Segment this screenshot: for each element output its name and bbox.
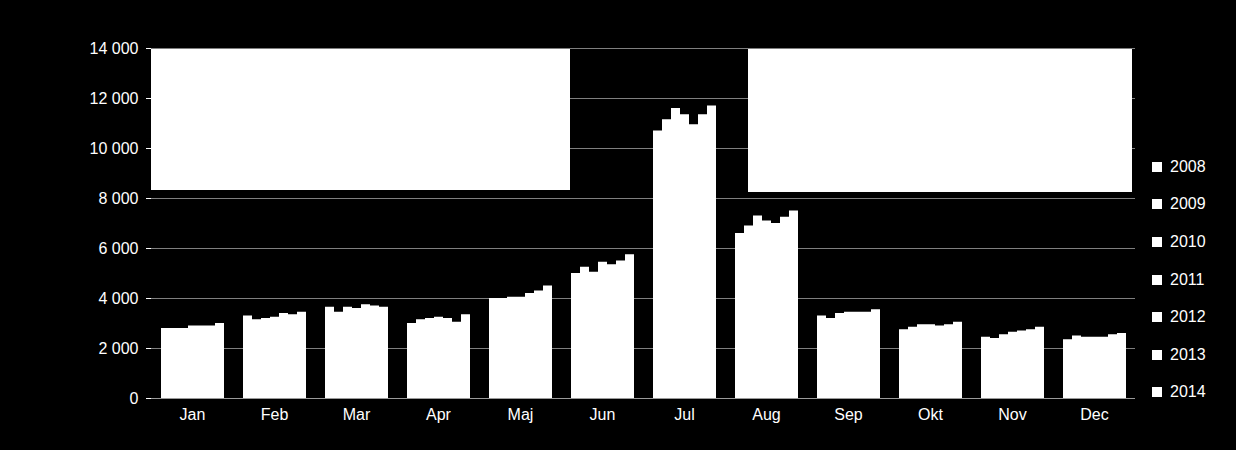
html-text:2008: 2008 xyxy=(1170,157,1206,175)
svg-text:Maj: Maj xyxy=(508,406,534,423)
svg-text:Jan: Jan xyxy=(180,406,206,423)
html-text:2013: 2013 xyxy=(1170,345,1206,363)
svg-text:Feb: Feb xyxy=(261,406,289,423)
svg-text:Apr: Apr xyxy=(426,406,452,423)
svg-text:Okt: Okt xyxy=(918,406,943,423)
svg-text:6 000: 6 000 xyxy=(98,240,138,257)
html-text:2010: 2010 xyxy=(1170,233,1206,250)
svg-text:Sep: Sep xyxy=(834,406,863,423)
svg-text:Aug: Aug xyxy=(752,406,780,423)
html-text:2014: 2014 xyxy=(1170,383,1206,401)
html-text:2009: 2009 xyxy=(1170,195,1206,213)
svg-text:Jul: Jul xyxy=(674,406,694,423)
svg-text:Dec: Dec xyxy=(1080,406,1108,423)
html-text:2012: 2012 xyxy=(1170,308,1206,326)
svg-text:0: 0 xyxy=(130,390,139,407)
svg-text:Nov: Nov xyxy=(998,406,1026,423)
svg-text:2 000: 2 000 xyxy=(98,340,138,357)
svg-text:Mar: Mar xyxy=(343,406,371,423)
svg-text:8 000: 8 000 xyxy=(98,190,138,207)
svg-text:14 000: 14 000 xyxy=(90,40,139,57)
svg-text:4 000: 4 000 xyxy=(98,290,138,307)
svg-text:10 000: 10 000 xyxy=(90,140,139,157)
html-text:2011: 2011 xyxy=(1170,270,1205,288)
svg-text:12 000: 12 000 xyxy=(90,90,139,107)
svg-text:Jun: Jun xyxy=(590,406,616,423)
